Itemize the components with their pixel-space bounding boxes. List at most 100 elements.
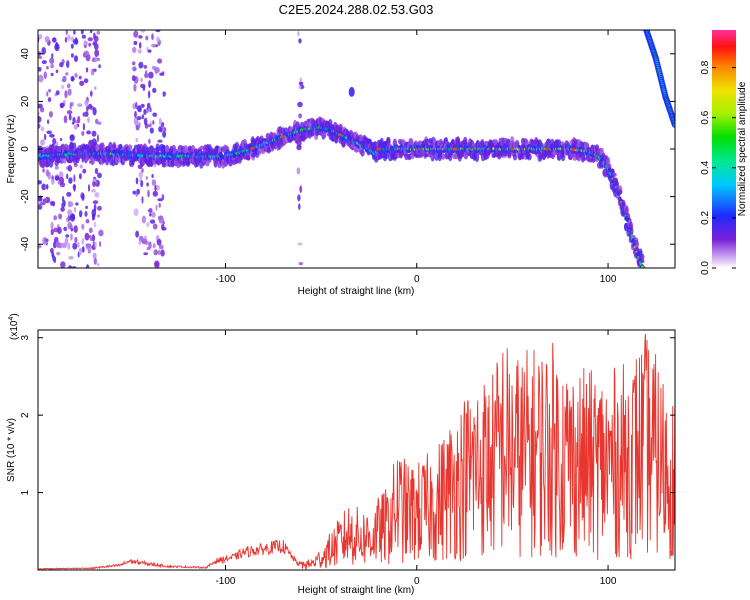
noise-speckle — [73, 55, 78, 62]
ridge-halo — [474, 152, 480, 163]
noise-speckle — [132, 46, 137, 54]
noise-speckle — [162, 91, 166, 97]
noise-speckle — [147, 90, 151, 99]
ridge-halo — [384, 151, 389, 159]
noise-speckle — [70, 53, 74, 58]
ridge-halo — [560, 153, 566, 162]
ridge-halo — [441, 153, 446, 160]
noise-speckle — [97, 205, 102, 211]
ridge-halo — [199, 145, 204, 151]
noise-speckle — [65, 234, 70, 238]
noise-speckle — [50, 63, 54, 69]
noise-speckle — [46, 65, 49, 70]
noise-speckle — [143, 117, 148, 126]
noise-speckle — [87, 37, 94, 42]
noise-speckle — [42, 168, 45, 173]
noise-speckle — [50, 228, 54, 236]
noise-speckle — [94, 49, 100, 57]
noise-speckle — [55, 69, 59, 74]
ridge-halo — [127, 144, 133, 151]
noise-speckle — [67, 201, 74, 207]
colorbar-tick-label: 0.4 — [700, 160, 711, 174]
noise-speckle — [149, 107, 152, 113]
noise-speckle — [91, 234, 96, 242]
noise-speckle — [67, 242, 71, 250]
ridge-peak — [338, 133, 343, 137]
noise-speckle — [43, 133, 47, 141]
noise-speckle — [298, 203, 301, 210]
noise-speckle — [63, 226, 67, 232]
noise-speckle — [136, 116, 142, 121]
noise-speckle — [92, 252, 97, 259]
noise-speckle — [138, 171, 144, 178]
noise-speckle — [97, 172, 102, 179]
snr-xlabel: Height of straight line (km) — [298, 585, 415, 596]
noise-speckle — [87, 249, 91, 254]
noise-speckle — [38, 244, 42, 249]
noise-speckle — [132, 103, 136, 110]
spectrogram-ytick-label: 0 — [20, 146, 31, 152]
noise-speckle — [161, 223, 165, 230]
noise-speckle — [133, 208, 139, 217]
spectrogram-ticks: -100 0 100 -40 -20 0 20 40 — [20, 30, 675, 285]
ridge-halo — [527, 153, 532, 161]
noise-speckle — [51, 37, 57, 43]
noise-speckle — [84, 211, 88, 217]
colorbar-tick-label: 0.0 — [700, 261, 711, 275]
colorbar-label: Normalized spectral amplitude — [737, 81, 748, 216]
noise-speckle — [152, 120, 155, 125]
noise-speckle — [91, 208, 97, 217]
ridge-peak — [250, 147, 255, 150]
ridge-peak — [280, 135, 285, 139]
noise-speckle — [93, 35, 99, 43]
ridge-halo — [512, 154, 518, 161]
noise-speckle — [161, 194, 165, 201]
noise-speckle — [54, 165, 59, 170]
noise-speckle — [90, 30, 93, 34]
noise-speckle — [73, 30, 76, 35]
noise-speckle — [90, 69, 95, 76]
noise-speckle — [98, 229, 104, 237]
noise-speckle — [44, 238, 49, 242]
noise-speckle — [299, 185, 303, 193]
noise-speckle — [84, 232, 90, 241]
ridge-peak — [376, 147, 381, 151]
noise-speckle — [50, 247, 54, 254]
noise-speckle — [53, 215, 58, 221]
noise-speckle — [52, 137, 56, 145]
noise-speckle — [85, 205, 88, 209]
noise-speckle — [48, 111, 53, 118]
noise-speckle — [61, 195, 65, 203]
noise-speckle — [38, 55, 41, 59]
colorbar-gradient — [712, 30, 736, 268]
noise-speckle — [87, 184, 91, 192]
noise-speckle — [141, 114, 145, 120]
noise-speckle — [132, 66, 137, 72]
noise-speckle — [158, 126, 163, 133]
noise-speckle — [66, 191, 72, 197]
noise-speckle — [46, 91, 49, 97]
noise-speckle — [89, 160, 92, 164]
noise-speckle — [158, 218, 165, 224]
ridge-halo — [112, 144, 117, 149]
noise-speckle — [152, 87, 157, 93]
noise-speckle — [156, 238, 162, 246]
noise-speckle — [91, 130, 97, 137]
noise-speckle — [153, 249, 156, 254]
spectrogram-ylabel: Frequency (Hz) — [6, 115, 17, 184]
colorbar-tick-label: 0.6 — [700, 110, 711, 124]
noise-speckle — [64, 237, 69, 245]
noise-speckle — [92, 107, 97, 116]
noise-speckle — [138, 122, 141, 128]
noise-speckle — [66, 110, 73, 115]
noise-speckle — [133, 30, 139, 38]
noise-speckle — [53, 227, 58, 233]
ridge-halo — [618, 189, 623, 195]
noise-speckle — [96, 263, 100, 267]
noise-speckle — [81, 238, 85, 245]
noise-speckle — [38, 74, 44, 83]
noise-speckle — [298, 113, 302, 119]
noise-speckle — [133, 83, 137, 92]
ridge-halo — [640, 259, 645, 264]
